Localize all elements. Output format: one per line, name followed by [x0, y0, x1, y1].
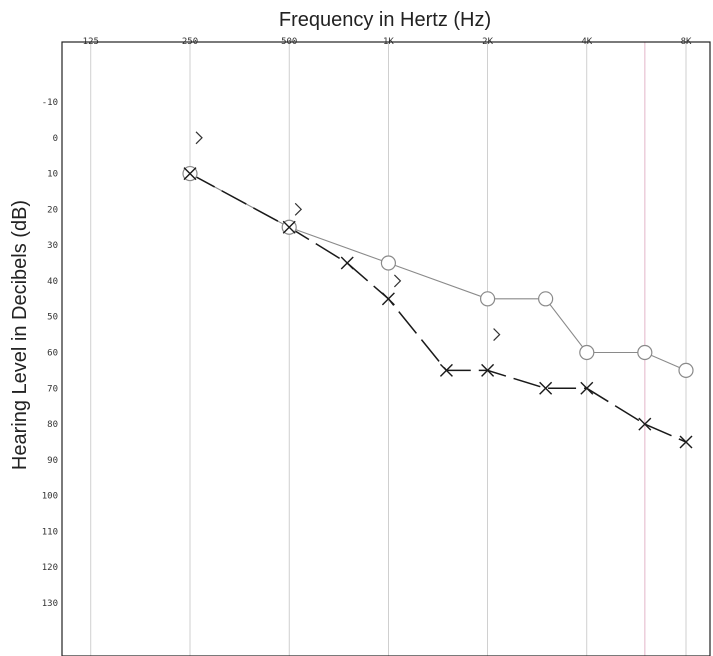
plot-frame	[61, 41, 711, 656]
guide-lines	[90, 42, 687, 656]
y-tick-label: 50	[47, 313, 58, 323]
data-point-circle	[380, 255, 396, 271]
y-axis-label: Hearing Level in Decibels (dB)	[9, 200, 31, 470]
y-tick-label: 90	[47, 456, 58, 466]
data-point-circle	[579, 344, 595, 361]
y-tick-label: 10	[47, 170, 58, 180]
data-point-x	[638, 417, 652, 431]
data-point-x	[539, 381, 553, 395]
y-tick-label: 70	[47, 384, 58, 394]
data-point-x	[439, 363, 453, 377]
data-point-bracket	[195, 131, 203, 145]
y-tick-label: 80	[47, 420, 58, 430]
data-point-x	[340, 256, 354, 270]
y-axis-ticks: -10 0 10 20 30 40 50 60 70 80 90 100 110 120 130	[42, 98, 58, 609]
series-points	[182, 131, 694, 449]
y-tick-label: 120	[42, 563, 58, 573]
data-point-circle	[480, 291, 496, 307]
data-point-circle	[678, 362, 694, 378]
y-tick-label: 30	[47, 241, 58, 251]
y-tick-label: -10	[42, 98, 58, 108]
chart-title: Frequency in Hertz (Hz)	[279, 9, 491, 31]
y-tick-label: 100	[42, 492, 58, 502]
y-tick-label: 20	[47, 205, 58, 215]
data-point-x	[183, 167, 197, 181]
data-point-x	[679, 435, 693, 449]
y-tick-label: 0	[53, 134, 58, 144]
data-point-x	[580, 381, 594, 395]
series-line-0	[189, 173, 687, 371]
series-line-1	[189, 172, 687, 443]
data-point-bracket	[294, 202, 303, 216]
data-point-x	[282, 220, 296, 234]
data-point-circle	[637, 344, 653, 361]
y-tick-label: 110	[42, 527, 58, 537]
data-point-circle	[538, 291, 554, 307]
data-point-bracket	[393, 274, 402, 288]
series-lines	[189, 172, 687, 443]
data-point-bracket	[493, 328, 501, 342]
y-tick-label: 60	[47, 349, 58, 359]
y-tick-label: 40	[47, 277, 58, 287]
data-point-x	[481, 363, 495, 377]
data-point-x	[381, 292, 395, 306]
y-tick-label: 130	[42, 599, 58, 609]
